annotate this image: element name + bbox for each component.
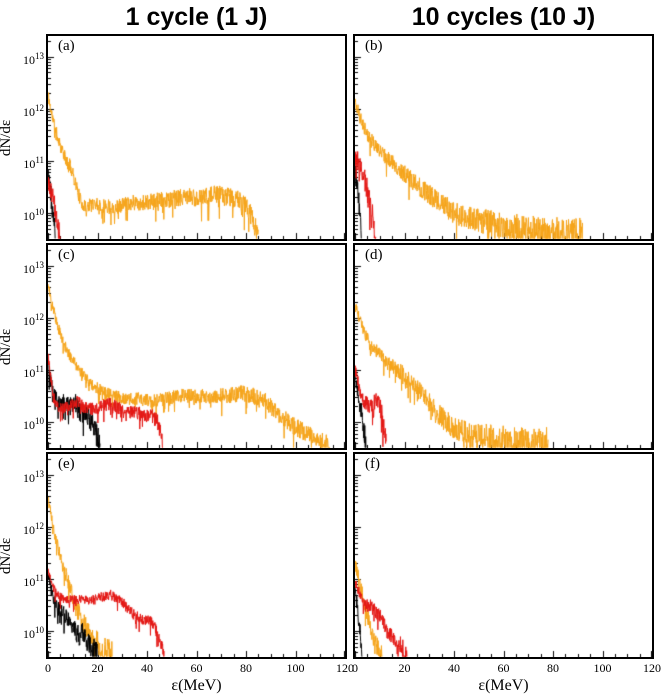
x-tick-labels-row: 0 20 40 60 80 100 120 0 20 40 60 80 100 120 — [0, 661, 663, 677]
x-tick-label: 60 — [497, 661, 510, 675]
x-tick-labels-right: 0 20 40 60 80 100 120 — [352, 661, 661, 677]
panel-row-3: dN/dε 1010 1011 1012 1013 (e) (f) — [0, 452, 663, 659]
panel-f: (f) — [353, 452, 654, 659]
x-tick-label: 40 — [141, 661, 153, 675]
y-tick-label: 1010 — [23, 415, 44, 432]
column-title-right: 10 cycles (10 J) — [411, 3, 596, 31]
x-axis-label-left: ε(MeV) — [171, 677, 222, 694]
plot-canvas-c — [48, 245, 345, 448]
y-axis-label: dN/dε — [0, 328, 14, 365]
y-tick-label: 1011 — [23, 572, 44, 589]
column-titles: 1 cycle (1 J) 10 cycles (10 J) — [0, 0, 663, 34]
panel-letter-e: (e) — [58, 456, 75, 472]
x-tick-label: 0 — [45, 661, 51, 675]
y-tick-labels: 1010 1011 1012 1013 — [16, 34, 46, 241]
y-tick-label: 1013 — [23, 468, 44, 485]
x-axis-labels-row: ε(MeV) ε(MeV) — [0, 677, 663, 699]
y-tick-label: 1013 — [23, 259, 44, 276]
panel-d: (d) — [353, 243, 654, 450]
y-tick-label: 1010 — [23, 206, 44, 223]
x-axis-label-right: ε(MeV) — [478, 677, 529, 694]
column-title-left: 1 cycle (1 J) — [125, 3, 268, 31]
y-tick-label: 1010 — [23, 624, 44, 641]
x-tick-label: 100 — [593, 661, 612, 675]
panel-letter-d: (d) — [365, 247, 383, 263]
x-tick-label: 80 — [240, 661, 252, 675]
panel-letter-c: (c) — [58, 247, 75, 263]
plot-canvas-b — [355, 36, 652, 239]
x-tick-label: 20 — [398, 661, 411, 675]
panel-b: (b) — [353, 34, 654, 241]
y-tick-label: 1012 — [23, 520, 44, 537]
y-tick-label: 1011 — [23, 363, 44, 380]
x-tick-label: 40 — [448, 661, 460, 675]
y-tick-label: 1013 — [23, 50, 44, 67]
panel-e: (e) — [46, 452, 347, 659]
y-tick-label: 1012 — [23, 102, 44, 119]
panel-row-2: dN/dε 1010 1011 1012 1013 (c) (d) — [0, 243, 663, 450]
plot-canvas-f — [355, 454, 652, 657]
x-tick-label: 0 — [352, 661, 358, 675]
x-tick-label: 20 — [91, 661, 104, 675]
panel-letter-b: (b) — [365, 38, 383, 54]
panel-letter-a: (a) — [58, 38, 75, 54]
y-axis-label: dN/dε — [0, 537, 14, 574]
x-tick-label: 100 — [286, 661, 305, 675]
x-tick-label: 60 — [190, 661, 203, 675]
panel-c: (c) — [46, 243, 347, 450]
y-tick-labels: 1010 1011 1012 1013 — [16, 452, 46, 659]
y-tick-labels: 1010 1011 1012 1013 — [16, 243, 46, 450]
plot-canvas-e — [48, 454, 345, 657]
y-tick-label: 1012 — [23, 311, 44, 328]
x-tick-label: 80 — [547, 661, 559, 675]
panel-row-1: dN/dε 1010 1011 1012 1013 (a) (b) — [0, 34, 663, 241]
y-axis-label: dN/dε — [0, 119, 14, 156]
y-tick-label: 1011 — [23, 154, 44, 171]
x-tick-labels-left: 0 20 40 60 80 100 120 — [45, 661, 354, 677]
x-tick-label: 120 — [643, 661, 661, 675]
panel-a: (a) — [46, 34, 347, 241]
plot-canvas-a — [48, 36, 345, 239]
plot-canvas-d — [355, 245, 652, 448]
panel-letter-f: (f) — [365, 456, 380, 472]
x-tick-label: 120 — [336, 661, 354, 675]
